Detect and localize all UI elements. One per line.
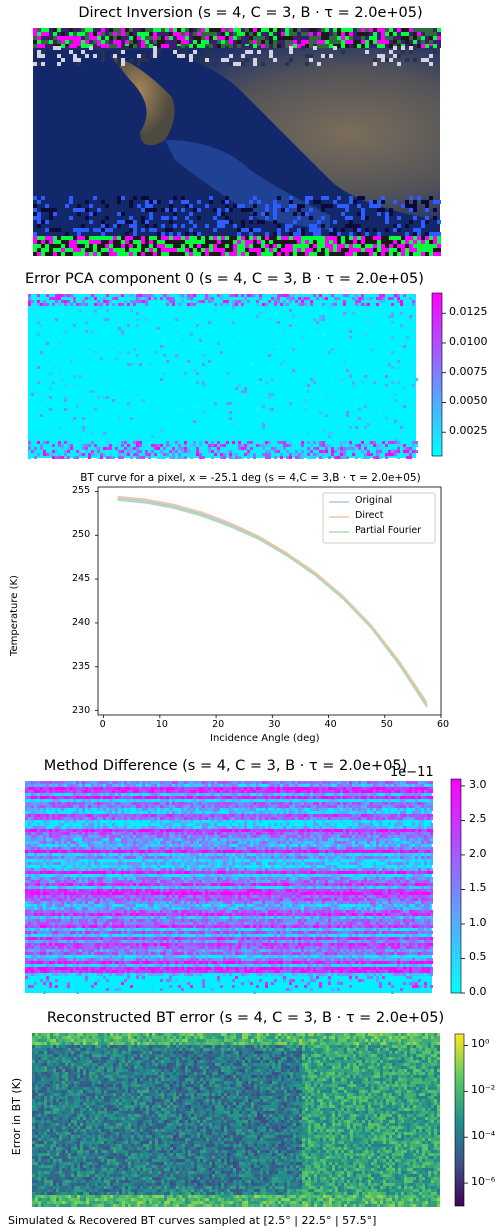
bt-curve-xtick-label: 30 [268, 719, 281, 730]
bt-curve-ytick-label: 255 [72, 485, 91, 497]
pca-colorbar-tick-label: 0.0025 [449, 424, 488, 438]
method-diff-colorbar-tick-label: 0.5 [469, 950, 487, 964]
bt-curve-frame [97, 486, 442, 716]
method-diff-offset-text: 1e−11 [390, 765, 434, 780]
method-diff-colorbar-tick-label: 1.5 [469, 881, 487, 895]
method-diff-colorbar-tick-label: 1.0 [469, 915, 487, 929]
bt-curve-legend-label: Partial Fourier [355, 525, 422, 536]
direct-inversion-title: Direct Inversion (s = 4, C = 3, B · τ = … [78, 5, 423, 21]
pca-colorbar-tick-label: 0.0100 [449, 334, 488, 348]
method-diff-title: Method Difference (s = 4, C = 3, B · τ =… [43, 758, 408, 774]
method-diff-heatmap [25, 778, 465, 994]
pca-title: Error PCA component 0 (s = 4, C = 3, B ·… [25, 271, 424, 287]
bt-curve-ytick-label: 235 [72, 660, 91, 672]
bt-curve-series-2 [117, 499, 428, 708]
method-diff-colorbar-tick-label: 3.0 [469, 777, 487, 791]
pca-heatmap [28, 292, 446, 459]
bt-curve-chart [95, 486, 442, 718]
bt-curve-xtick-label: 10 [155, 719, 168, 730]
bt-curve-ytick-label: 245 [72, 573, 91, 585]
method-diff-colorbar-tick-label: 0.0 [469, 985, 487, 998]
bt-curve-ytick-label: 240 [72, 616, 91, 628]
bt-error-title: Reconstructed BT error (s = 4, C = 3, B … [46, 1010, 445, 1026]
bt-curve-xtick-label: 0 [99, 719, 106, 730]
bt-error-colorbar-tick-label: 10⁻⁶ [471, 1175, 496, 1189]
bt-curve-legend-label: Direct [355, 510, 384, 521]
bt-curve-title: BT curve for a pixel, x = -25.1 deg (s =… [80, 472, 421, 484]
bt-curve-xtick-label: 50 [380, 719, 393, 730]
method-diff-colorbar-tick-label: 2.0 [469, 846, 487, 860]
bt-error-colorbar-tick-label: 10⁻⁴ [471, 1129, 496, 1143]
bt-curve-series-1 [117, 495, 428, 704]
bt-curve-xlabel: Incidence Angle (deg) [210, 733, 320, 744]
bt-error-colorbar-tick-label: 10⁻² [471, 1083, 496, 1097]
bt-curve-xtick-label: 40 [324, 719, 337, 730]
bt-error-colorbar-tick-label: 10⁰ [471, 1037, 490, 1051]
bt-error-colorbar [454, 1033, 465, 1207]
bt-curve-ytick-label: 230 [72, 704, 91, 716]
direct-inversion-heatmap [33, 28, 441, 256]
pca-colorbar-tick-label: 0.0075 [449, 364, 488, 378]
bt-curve-legend [322, 492, 436, 544]
bt-error-xlabel: Simulated & Recovered BT curves sampled … [8, 1214, 377, 1227]
bt-curve-ytick-label: 250 [72, 529, 91, 541]
bt-curve-xtick-label: 20 [212, 719, 225, 730]
pca-colorbar-tick-label: 0.0050 [449, 394, 488, 408]
pca-colorbar-tick-label: 0.0125 [449, 305, 488, 319]
method-diff-colorbar-tick-label: 2.5 [469, 812, 487, 826]
bt-curve-legend-label: Original [355, 495, 393, 506]
pca-colorbar [431, 292, 443, 457]
method-diff-colorbar [450, 778, 462, 994]
bt-curve-xtick-label: 60 [437, 719, 450, 730]
